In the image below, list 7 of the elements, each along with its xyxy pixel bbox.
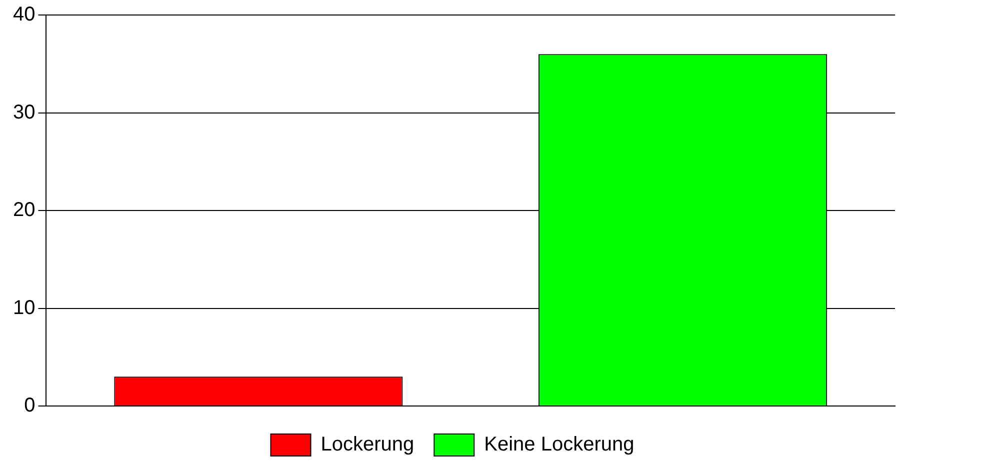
y-tick-label: 40: [12, 4, 36, 26]
y-tick-label: 10: [12, 296, 36, 319]
legend-label: Keine Lockerung: [484, 434, 634, 456]
legend-label: Lockerung: [320, 434, 414, 456]
y-tick-label: 20: [12, 199, 36, 222]
y-tick-label: 0: [24, 394, 36, 417]
y-tick-label: 30: [12, 101, 36, 124]
